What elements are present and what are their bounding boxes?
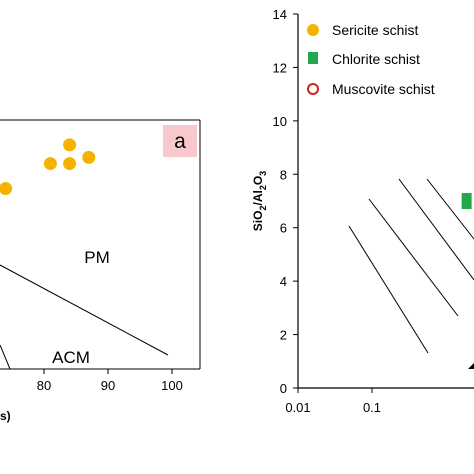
left-panel: a PM ACM 80 90 100 s): [0, 119, 201, 423]
right-x-tick-label: 0.01: [285, 400, 310, 415]
diagonal-line-4: [426, 178, 474, 240]
diagonal-line-3: [398, 178, 474, 281]
right-y-tick-label: 2: [280, 328, 287, 343]
left-x-tick-label: 100: [161, 378, 183, 393]
boundary-line-pm-acm: [0, 264, 169, 356]
diagonal-line-2: [368, 198, 459, 317]
left-data-point: [82, 150, 96, 164]
right-y-tick-label: 8: [280, 167, 287, 182]
left-x-tick-label: 80: [37, 378, 51, 393]
left-data-point: [0, 181, 13, 195]
field-label-pm: PM: [84, 248, 110, 267]
boundary-line-lower: [0, 344, 11, 370]
diagonal-line-1: [348, 225, 429, 354]
right-y-tick-label: 14: [273, 7, 287, 22]
legend-marker-sericite: [307, 24, 319, 36]
left-x-axis-ticks: 80 90 100: [37, 369, 183, 393]
left-data-point: [63, 157, 77, 171]
right-x-axis-ticks: 0.01 0.1: [285, 388, 381, 415]
left-data-point: [43, 157, 57, 171]
right-x-tick-label: 0.1: [363, 400, 381, 415]
right-data-point-chlorite: [461, 193, 472, 209]
cropped-marker-fragment: [468, 363, 474, 369]
right-panel: SiO2/Al2O3 0 2 4 6 8 10 12 14 0.01 0.1 Sericite …: [251, 7, 474, 415]
right-y-tick-label: 6: [280, 221, 287, 236]
right-y-tick-label: 10: [273, 114, 287, 129]
legend-label-chlorite: Chlorite schist: [332, 51, 420, 67]
left-data-point: [63, 138, 77, 152]
panel-label: a: [174, 130, 186, 153]
right-y-tick-label: 4: [280, 274, 287, 289]
right-y-axis-ticks: 0 2 4 6 8 10 12 14: [273, 7, 298, 396]
right-data-points: [461, 193, 472, 209]
legend-marker-chlorite: [308, 52, 318, 64]
left-data-points: [0, 138, 96, 195]
right-y-tick-label: 0: [280, 381, 287, 396]
field-label-acm: ACM: [52, 348, 90, 367]
panel-label-box: [163, 125, 197, 157]
right-y-tick-label: 12: [273, 60, 287, 75]
legend-label-sericite: Sericite schist: [332, 22, 418, 38]
left-x-tick-label: 90: [101, 378, 115, 393]
legend-label-muscovite: Muscovite schist: [332, 81, 435, 97]
legend: Sericite schist Chlorite schist Muscovit…: [307, 22, 435, 97]
right-y-axis-label: SiO2/Al2O3: [251, 171, 268, 231]
legend-marker-muscovite: [307, 83, 319, 95]
left-x-axis-label-fragment: s): [0, 409, 11, 423]
